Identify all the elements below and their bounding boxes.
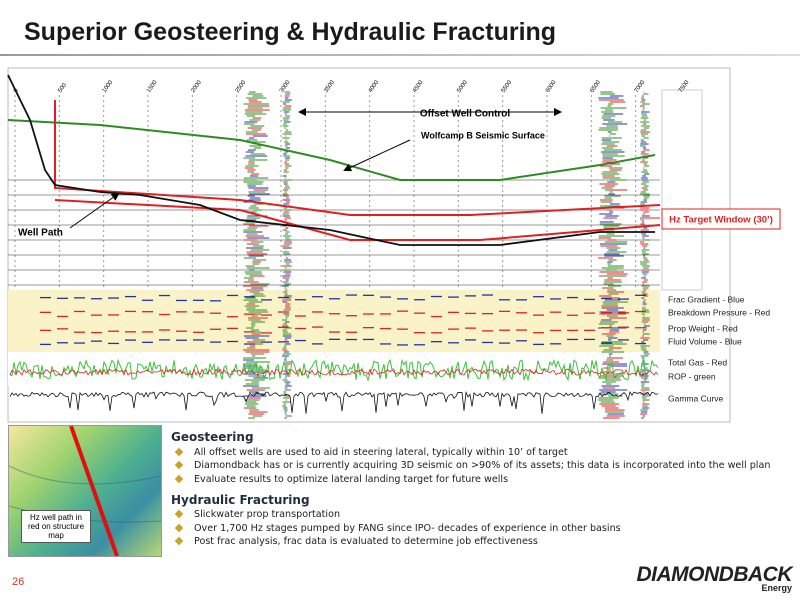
- frac-panel: [8, 290, 660, 352]
- log-legend: ROP - green: [668, 371, 716, 381]
- map-caption: Hz well path in red on structure map: [21, 510, 91, 543]
- target-box: [661, 208, 781, 230]
- log-legend: Total Gas - Red: [668, 357, 727, 367]
- logo-sub: Energy: [761, 583, 792, 593]
- axis-label: 500: [57, 82, 68, 94]
- logo: DIAMONDBACK Energy: [637, 563, 793, 593]
- title-rule: [0, 54, 800, 56]
- slide-title: Superior Geosteering & Hydraulic Fractur…: [24, 18, 557, 46]
- seismic-arrow: [343, 139, 411, 172]
- text-area: Geosteering All offset wells are used to …: [168, 428, 798, 550]
- rop-curve: [9, 358, 659, 382]
- bullet: All offset wells are used to aid in stee…: [174, 447, 798, 458]
- gamma-curve: [9, 390, 659, 414]
- target-top: [54, 100, 661, 216]
- log-legend: Gamma Curve: [668, 393, 724, 403]
- logs: [9, 91, 659, 419]
- gas-curve: [9, 368, 659, 376]
- page-number: 26: [12, 576, 25, 588]
- annotation: Offset Well Control: [420, 109, 511, 120]
- log-legend: Frac Gradient - Blue: [668, 294, 745, 304]
- log-legend: Breakdown Pressure - Red: [668, 307, 770, 317]
- depth-column: [661, 89, 703, 291]
- bullet: Over 1,700 Hz stages pumped by FANG sinc…: [174, 523, 798, 534]
- well-path-arrow: [69, 192, 120, 229]
- bullet: Post frac analysis, frac data is evaluat…: [174, 536, 798, 547]
- seismic-surface: [7, 119, 656, 181]
- bullet: Evaluate results to optimize lateral lan…: [174, 474, 798, 485]
- axis-label: 0: [13, 87, 20, 94]
- log-legend: Fluid Volume - Blue: [668, 336, 742, 346]
- bullet: Slickwater prop transportation: [174, 509, 798, 520]
- annotation: Wolfcamp B Seismic Surface: [421, 130, 545, 140]
- section-heading: Hydraulic Fracturing: [171, 492, 310, 507]
- well-path-line: [7, 74, 655, 246]
- structure-map: Hz well path in red on structure map: [8, 425, 162, 557]
- log-legend: Prop Weight - Red: [668, 323, 738, 333]
- logo-text: DIAMONDBACK: [636, 563, 793, 586]
- target-bottom: [54, 199, 661, 241]
- annotation: Well Path: [18, 228, 63, 239]
- section-heading: Geosteering: [171, 430, 254, 444]
- annotation: Hz Target Window (30’): [669, 215, 773, 226]
- grid: [8, 89, 703, 291]
- bullet: Diamondback has or is currently acquirin…: [174, 460, 798, 471]
